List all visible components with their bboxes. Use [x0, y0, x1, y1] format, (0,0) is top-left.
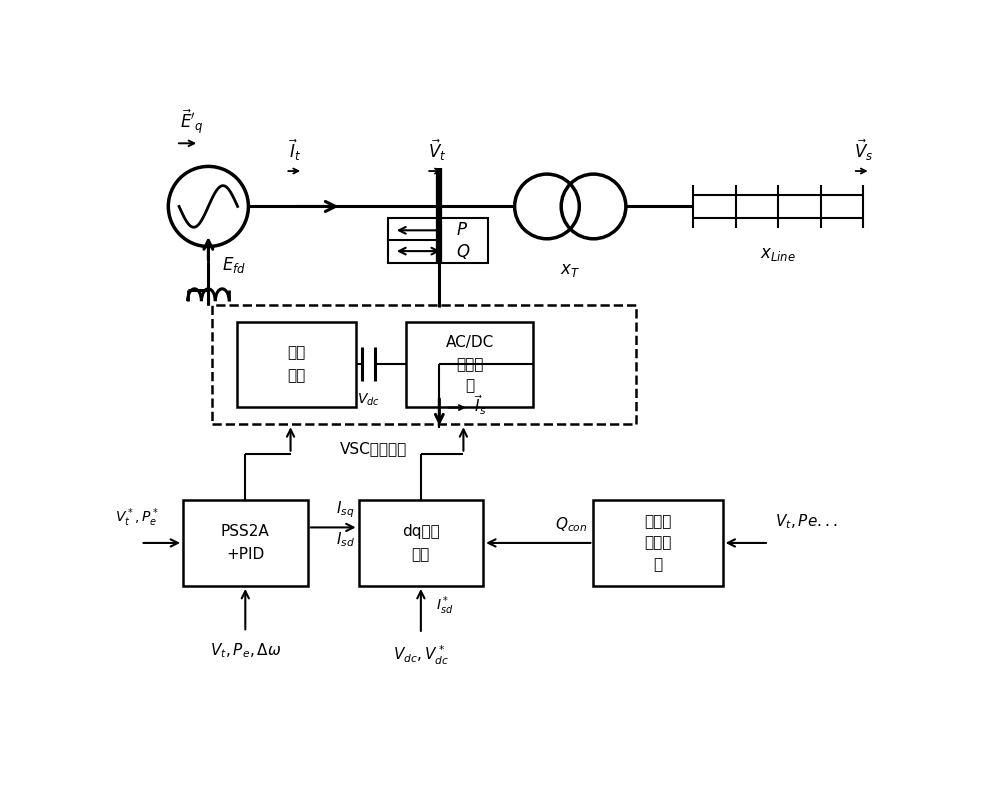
FancyBboxPatch shape: [358, 500, 483, 586]
FancyBboxPatch shape: [388, 218, 488, 262]
Text: 装置: 装置: [287, 368, 306, 383]
FancyBboxPatch shape: [237, 322, 356, 407]
Text: $V_{dc}, V^*_{dc}$: $V_{dc}, V^*_{dc}$: [393, 644, 449, 667]
Text: 无功阻: 无功阻: [644, 514, 672, 529]
Text: $V_t, P_e, \Delta\omega$: $V_t, P_e, \Delta\omega$: [210, 641, 281, 660]
Text: $V_{dc}$: $V_{dc}$: [357, 391, 380, 408]
Text: dq解耦: dq解耦: [402, 524, 440, 539]
Text: 斩波: 斩波: [287, 345, 306, 360]
Text: $Q_{con}$: $Q_{con}$: [555, 515, 587, 534]
Text: 器: 器: [653, 557, 663, 572]
FancyBboxPatch shape: [593, 500, 723, 586]
Text: AC/DC: AC/DC: [446, 335, 494, 350]
Text: $\vec{I}_t$: $\vec{I}_t$: [289, 137, 302, 164]
Text: PSS2A: PSS2A: [221, 524, 270, 539]
Text: $P$: $P$: [456, 222, 468, 239]
Text: $x_{Line}$: $x_{Line}$: [760, 246, 796, 264]
Text: $I_{sd}$: $I_{sd}$: [336, 530, 355, 549]
Text: $\vec{I}_s$: $\vec{I}_s$: [474, 393, 487, 417]
Text: $I_{sq}$: $I_{sq}$: [336, 499, 355, 520]
Text: $V^*_t, P^*_e$: $V^*_t, P^*_e$: [115, 506, 159, 529]
FancyBboxPatch shape: [183, 500, 308, 586]
Text: $\vec{V}_t$: $\vec{V}_t$: [428, 137, 446, 164]
FancyBboxPatch shape: [406, 322, 533, 407]
Text: 尼控制: 尼控制: [644, 536, 672, 551]
Text: VSC励磁系统: VSC励磁系统: [340, 442, 407, 457]
Text: $E_{fd}$: $E_{fd}$: [222, 255, 246, 275]
Text: $I^*_{sd}$: $I^*_{sd}$: [436, 594, 453, 617]
FancyBboxPatch shape: [212, 305, 636, 424]
Text: $\vec{V}_s$: $\vec{V}_s$: [854, 137, 873, 164]
Text: 置: 置: [465, 378, 474, 393]
Text: 整流装: 整流装: [456, 357, 483, 372]
Text: 控制: 控制: [412, 547, 430, 562]
Text: $x_T$: $x_T$: [560, 262, 580, 279]
Text: $V_t, Pe...$: $V_t, Pe...$: [775, 513, 837, 532]
Text: $\vec{E}'_q$: $\vec{E}'_q$: [180, 107, 203, 136]
Text: $Q$: $Q$: [456, 242, 470, 261]
Text: +PID: +PID: [226, 547, 264, 562]
